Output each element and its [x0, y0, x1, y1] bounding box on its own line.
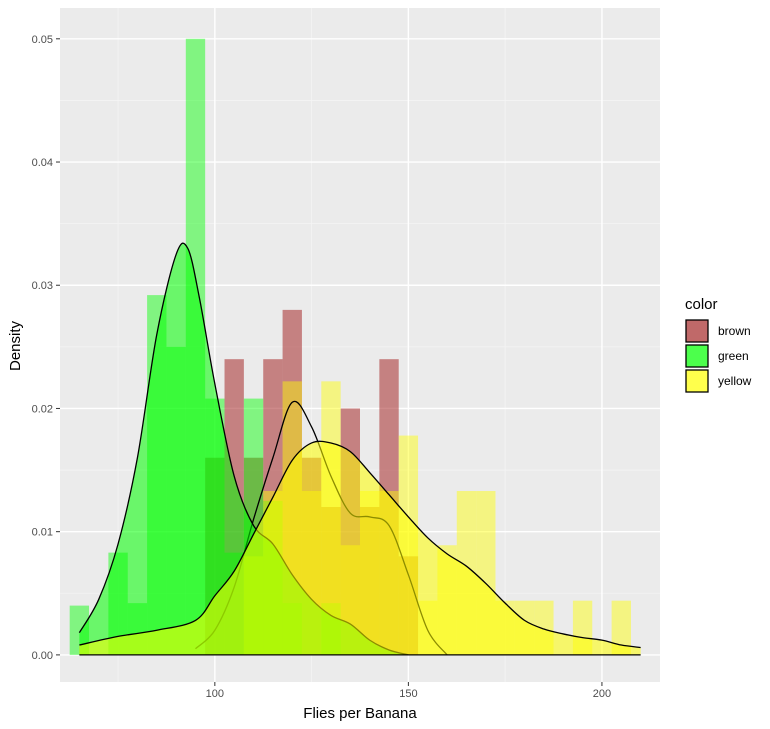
legend-label-yellow: yellow [718, 374, 752, 388]
legend-key-green [685, 344, 709, 368]
x-axis-title: Flies per Banana [303, 705, 417, 722]
yellow-histogram-bar [611, 600, 631, 655]
legend-key-brown [685, 319, 709, 343]
legend-label-brown: brown [718, 324, 751, 338]
y-axis-title: Density [7, 320, 24, 371]
legend-label-green: green [718, 349, 749, 363]
x-tick-label: 100 [206, 688, 224, 700]
y-tick-label: 0.05 [32, 34, 53, 46]
x-tick-label: 150 [399, 688, 417, 700]
y-tick-label: 0.03 [32, 280, 53, 292]
x-axis-ticks: 100 150 200 [206, 682, 611, 700]
density-curves [78, 242, 641, 656]
yellow-density-area [79, 441, 641, 655]
y-tick-label: 0.02 [32, 403, 53, 415]
legend: color brown green yellow [685, 296, 752, 393]
x-tick-label: 200 [593, 688, 611, 700]
y-tick-label: 0.01 [32, 527, 53, 539]
y-axis-ticks: 0.00 0.01 0.02 0.03 0.04 0.05 [32, 34, 60, 662]
y-tick-label: 0.04 [32, 157, 53, 169]
green-density-area [79, 243, 409, 655]
legend-title: color [685, 296, 718, 313]
legend-key-yellow [685, 369, 709, 393]
yellow-density-line [79, 440, 641, 649]
y-tick-label: 0.00 [32, 650, 53, 662]
